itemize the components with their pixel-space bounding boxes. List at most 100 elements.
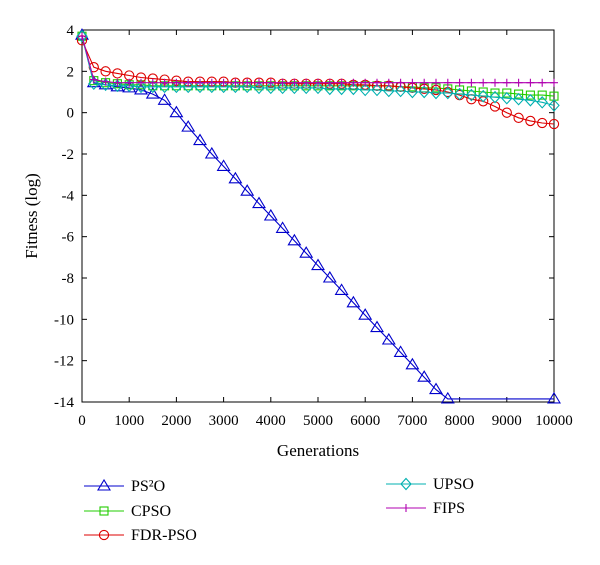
circle-marker — [525, 115, 536, 127]
triangle-marker — [346, 295, 361, 308]
triangle-marker — [393, 345, 408, 357]
diamond-marker — [135, 80, 147, 94]
plus-marker — [160, 78, 169, 87]
plus-marker — [255, 78, 263, 87]
triangle-marker — [240, 184, 255, 196]
x-tick-label: 5000 — [303, 413, 333, 429]
triangle-marker — [334, 283, 349, 295]
y-tick-label: 2 — [67, 64, 75, 80]
diamond-marker — [276, 81, 289, 95]
plus-marker — [373, 78, 381, 87]
circle-marker — [548, 118, 560, 130]
legend-label: FDR-PSO — [131, 527, 197, 544]
plus-marker — [243, 78, 252, 87]
diamond-marker — [489, 90, 501, 104]
diamond-marker — [548, 99, 560, 112]
diamond-marker — [241, 80, 253, 94]
legend-label: FIPS — [433, 500, 465, 517]
x-tick-label: 1000 — [114, 413, 144, 429]
plus-marker — [396, 78, 405, 87]
plus-marker — [172, 78, 181, 87]
triangle-marker — [429, 382, 443, 395]
x-tick-label: 0 — [78, 413, 86, 429]
circle-marker — [537, 117, 548, 129]
y-tick-label: -6 — [62, 230, 75, 246]
triangle-marker — [275, 221, 290, 233]
circle-marker — [100, 66, 111, 77]
triangle-marker — [381, 332, 396, 345]
series-line — [81, 36, 554, 84]
circle-marker — [478, 96, 489, 107]
legend-item: PS²O — [84, 478, 165, 495]
x-axis-label: Generations — [277, 441, 359, 460]
triangle-marker — [228, 171, 243, 184]
square-marker — [514, 89, 524, 99]
plus-marker — [491, 78, 499, 87]
triangle-marker — [98, 77, 113, 90]
triangle-marker — [322, 270, 337, 283]
x-tick-label: 4000 — [256, 413, 286, 429]
y-axis-ticks: 4 2 0 -2 -4 -6 -8 -10 -12 -14 — [54, 23, 554, 411]
plus-marker — [408, 78, 417, 87]
series-layer — [75, 28, 561, 404]
plus-marker — [550, 78, 558, 87]
triangle-marker — [263, 208, 278, 221]
triangle-marker — [417, 370, 432, 382]
diamond-marker — [371, 83, 383, 97]
x-tick-label: 9000 — [492, 413, 522, 429]
plus-marker — [349, 78, 358, 87]
y-tick-label: 0 — [67, 106, 75, 122]
triangle-marker — [287, 233, 302, 246]
diamond-marker — [383, 84, 395, 98]
triangle-marker — [547, 391, 561, 404]
diamond-marker — [477, 89, 489, 103]
diamond-marker — [394, 84, 407, 98]
series-line — [81, 36, 555, 106]
plus-marker — [290, 78, 299, 87]
triangle-marker — [169, 105, 184, 118]
diamond-marker — [442, 86, 454, 100]
plus-marker — [337, 78, 346, 87]
plus-marker — [101, 77, 110, 86]
series-diamond — [76, 29, 560, 112]
plus-marker — [502, 78, 511, 87]
diamond-marker — [512, 92, 525, 106]
plus-marker — [467, 78, 476, 87]
plus-marker — [384, 78, 393, 87]
plus-marker — [278, 78, 287, 87]
series-plus — [78, 32, 558, 87]
triangle-marker — [370, 320, 384, 333]
plus-marker — [231, 78, 240, 87]
circle-marker — [501, 107, 512, 118]
triangle-marker — [358, 308, 373, 320]
circle-marker — [112, 68, 123, 79]
legend-label: PS²O — [131, 478, 165, 495]
triangle-marker — [193, 133, 207, 146]
x-tick-label: 3000 — [209, 413, 239, 429]
plus-marker — [479, 78, 488, 87]
triangle-marker — [311, 258, 325, 271]
plus-marker — [402, 504, 410, 512]
plus-marker — [184, 78, 193, 87]
legend-item: UPSO — [386, 476, 474, 493]
diamond-marker — [406, 85, 419, 99]
diamond-marker — [501, 91, 513, 105]
triangle-marker — [216, 159, 231, 171]
plus-marker — [196, 78, 204, 87]
y-tick-label: -8 — [62, 271, 75, 287]
legend-item: FDR-PSO — [84, 527, 197, 544]
diamond-marker — [265, 81, 277, 95]
diamond-marker — [194, 80, 206, 94]
legend: PS²O CPSO FDR-PSO UPSO FIPS — [84, 476, 474, 544]
square-marker — [99, 506, 109, 516]
diamond-marker — [88, 77, 100, 91]
plus-marker — [266, 78, 275, 87]
diamond-marker — [288, 81, 301, 95]
y-tick-label: 4 — [67, 23, 75, 39]
diamond-marker — [324, 82, 336, 96]
square-marker — [537, 90, 547, 100]
diamond-marker — [536, 96, 548, 109]
plus-marker — [514, 78, 523, 87]
legend-label: CPSO — [131, 503, 171, 520]
